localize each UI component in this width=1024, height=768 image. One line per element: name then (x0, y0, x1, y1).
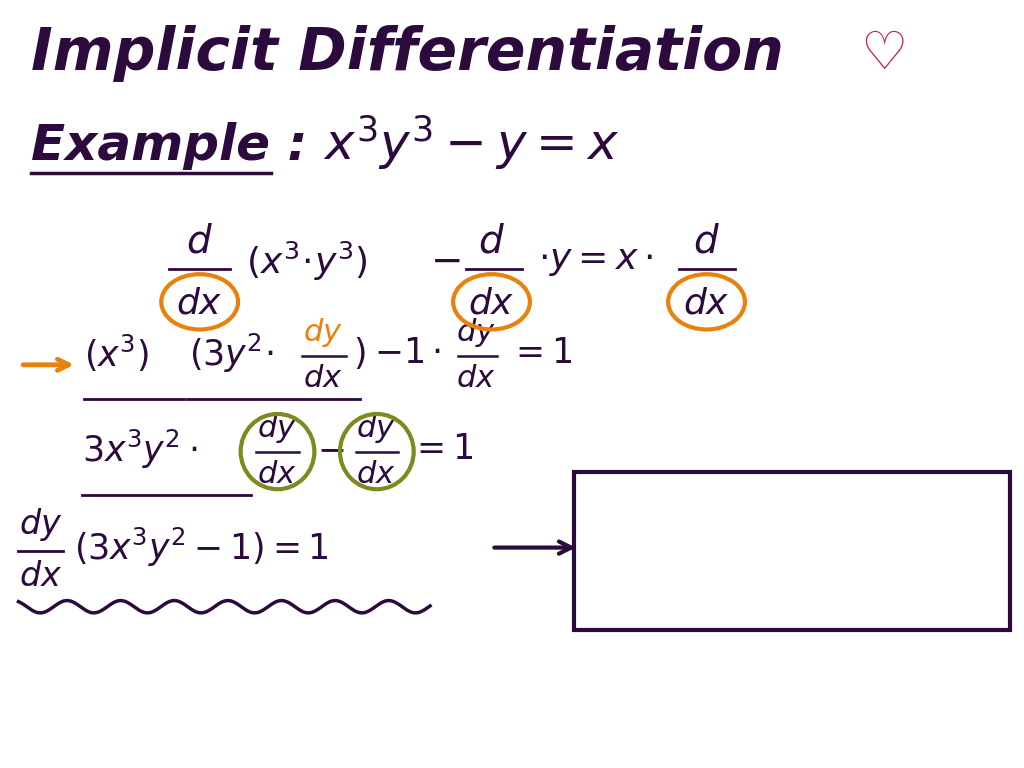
Text: $dy$: $dy$ (303, 316, 342, 349)
Text: $d$: $d$ (478, 223, 505, 261)
Text: Example :: Example : (31, 122, 307, 170)
Text: $dx$: $dx$ (457, 364, 496, 393)
Text: $dx$: $dx$ (19, 561, 62, 593)
FancyBboxPatch shape (574, 472, 1010, 630)
Text: $-$: $-$ (430, 242, 461, 280)
Text: $dy$: $dy$ (257, 412, 296, 445)
Text: $d$: $d$ (186, 223, 213, 261)
Text: $(3x^3y^2 - 1) = 1$: $(3x^3y^2 - 1) = 1$ (74, 526, 329, 569)
Text: $dx$: $dx$ (683, 286, 730, 320)
Text: $dy$: $dy$ (457, 316, 496, 349)
Text: $= 1$: $= 1$ (509, 336, 572, 370)
Text: $= 1$: $= 1$ (410, 432, 473, 466)
Text: $d$: $d$ (693, 223, 720, 261)
Text: ♡: ♡ (860, 28, 907, 80)
Text: $3x^3y^2 \cdot$: $3x^3y^2 \cdot$ (82, 428, 198, 471)
Text: $- 1 \cdot$: $- 1 \cdot$ (374, 336, 441, 370)
Text: $dx$: $dx$ (257, 460, 296, 489)
Text: $dx$: $dx$ (303, 364, 342, 393)
Text: $(3y^2 \!\cdot\!$: $(3y^2 \!\cdot\!$ (189, 332, 274, 375)
Text: $=$: $=$ (676, 528, 714, 567)
Text: $dx$: $dx$ (356, 460, 395, 489)
Text: $dx$: $dx$ (468, 286, 515, 320)
Text: $x^3y^3-y=x$: $x^3y^3-y=x$ (323, 113, 620, 171)
Text: $1$: $1$ (849, 495, 871, 534)
Text: $dx$: $dx$ (609, 563, 656, 597)
Text: $(x^3 \!\cdot\! y^3)$: $(x^3 \!\cdot\! y^3)$ (246, 240, 367, 283)
Text: $dy$: $dy$ (19, 506, 62, 543)
Text: $\cdot y = x \cdot$: $\cdot y = x \cdot$ (538, 244, 653, 278)
Text: $(x^3)$: $(x^3)$ (84, 333, 148, 374)
Text: $)$: $)$ (353, 336, 366, 371)
Text: $dx$: $dx$ (176, 286, 223, 320)
Text: Implicit Differentiation: Implicit Differentiation (31, 25, 783, 82)
Text: $3x^3y^2\!-\!1$: $3x^3y^2\!-\!1$ (787, 565, 933, 607)
Text: $dy$: $dy$ (356, 412, 395, 445)
Text: $-$: $-$ (317, 432, 345, 466)
Text: $dy$: $dy$ (609, 501, 656, 539)
